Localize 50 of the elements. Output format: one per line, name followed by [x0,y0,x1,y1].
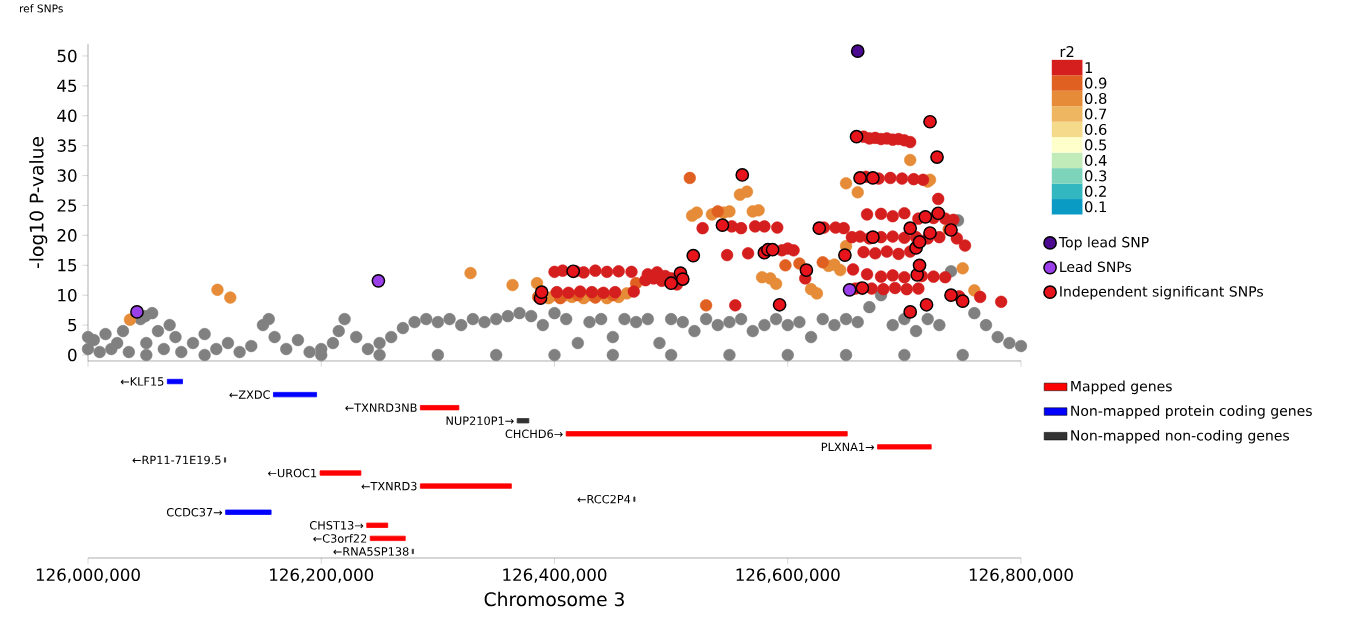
category-label: PLXNA1→ [821,442,875,452]
legend-label: Independent significant SNPs [1060,285,1263,300]
y-tick-label: 50 [57,49,77,63]
y-tick-label: 0 [68,348,77,362]
y-tick-label: 35 [57,139,77,152]
color-bar-label: 0.2 [1085,185,1106,197]
y-tick-label: 15 [58,259,77,272]
x-tick-label: 126,200,000 [270,568,374,583]
color-bar-label: 0.9 [1085,77,1107,89]
color-bar-label: 1 [1085,62,1093,73]
y-tick-label: 30 [57,169,77,182]
color-bar-label: 0.8 [1085,92,1107,105]
x-tick-label: 126,400,000 [503,568,607,583]
y-tick-label: 10 [58,288,77,302]
category-label: ←RNA5SP138 [333,547,409,556]
color-bar-label: 0.6 [1085,123,1107,135]
x-axis-title: Chromosome 3 [484,591,624,607]
color-bar-label: 0.3 [1085,170,1107,182]
color-bar-label: 0.4 [1085,154,1107,166]
legend-label: Mapped genes [1071,380,1172,395]
y-tick-label: 5 [68,318,77,332]
y-tick-label: 45 [57,79,77,93]
category-label: ←TXNRD3NB [345,403,417,412]
category-label: CHCHD6→ [505,429,563,439]
category-label: ←KLF15 [120,377,164,386]
color-bar-label: 0.1 [1085,201,1107,213]
category-label: ←ZXDC [229,390,270,399]
category-label: CHST13→ [309,521,364,530]
legend-label: Top lead SNP [1058,236,1149,251]
category-label: ←UROC1 [267,468,317,478]
y-tick-label: 25 [57,199,77,212]
x-tick-label: 126,000,000 [36,568,140,583]
color-bar-title: r2 [1060,46,1074,57]
category-label: ←RP11-71E19.5 [132,455,221,465]
category-label: ←RCC2P4 [577,494,631,504]
x-tick-label: 126,800,000 [969,568,1073,583]
legend-label: Non-mapped non-coding genes [1071,429,1290,444]
chart-title: ref SNPs [19,4,63,13]
color-bar-label: 0.7 [1085,108,1107,120]
color-bar-label: 0.5 [1085,139,1107,151]
category-label: CCDC37→ [166,507,223,517]
y-tick-label: 20 [57,229,77,242]
legend-label: Non-mapped protein coding genes [1071,405,1312,419]
x-tick-label: 126,600,000 [736,568,840,583]
category-label: NUP210P1→ [446,416,514,426]
y-axis-title: -log10 P-value [29,136,48,269]
category-label: ←TXNRD3 [361,481,417,491]
legend-label: Lead SNPs [1060,261,1132,273]
y-tick-label: 40 [57,109,77,123]
category-label: ←C3orf22 [313,533,367,543]
